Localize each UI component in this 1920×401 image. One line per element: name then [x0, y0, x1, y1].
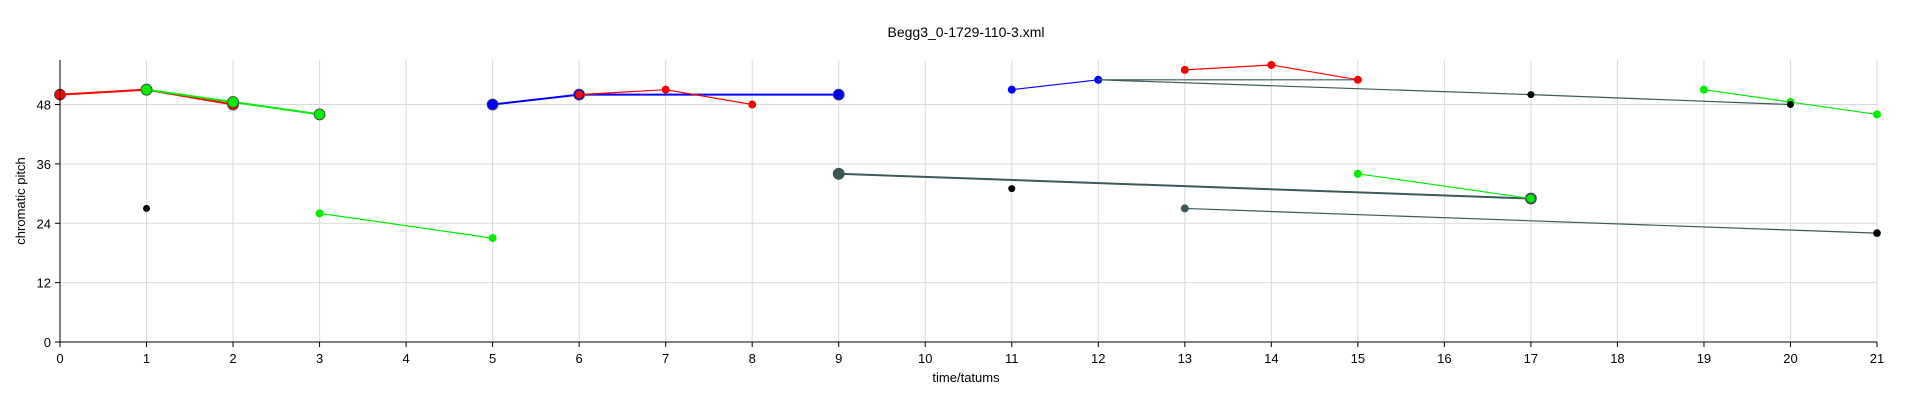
x-tick-label: 20: [1783, 351, 1797, 366]
chart-title: Begg3_0-1729-110-3.xml: [888, 24, 1045, 40]
y-axis-label: chromatic pitch: [13, 157, 28, 244]
data-point: [1180, 204, 1189, 213]
x-axis-label: time/tatums: [932, 370, 1000, 385]
data-point: [1873, 229, 1881, 237]
data-point: [313, 108, 326, 121]
data-point: [1008, 185, 1016, 193]
x-tick-label: 2: [229, 351, 236, 366]
data-point: [227, 96, 239, 108]
axes: [59, 60, 1877, 343]
series-line: [1184, 207, 1878, 234]
series-layer: [54, 60, 1881, 243]
x-tick-label: 18: [1610, 351, 1624, 366]
data-point: [1786, 101, 1794, 109]
data-point: [143, 204, 151, 212]
series-black: [143, 204, 151, 212]
series-black: [1527, 91, 1535, 99]
series-line: [1011, 79, 1099, 91]
data-point: [1180, 65, 1189, 74]
x-tick-label: 10: [918, 351, 932, 366]
y-tick-label: 12: [37, 276, 51, 291]
x-tick-label: 3: [316, 351, 323, 366]
x-tick-label: 14: [1264, 351, 1278, 366]
x-tick-label: 13: [1178, 351, 1192, 366]
series-green: [315, 209, 497, 243]
series-red: [575, 85, 757, 109]
series-line: [838, 172, 1531, 200]
series-black: [1873, 229, 1881, 237]
data-point: [1353, 75, 1362, 84]
series-line: [319, 212, 493, 239]
data-point: [1267, 60, 1276, 69]
data-point: [748, 100, 757, 109]
y-tick-label: 0: [44, 335, 51, 350]
data-point: [486, 98, 499, 111]
data-point: [1699, 85, 1708, 94]
data-point: [832, 88, 845, 101]
x-tick-label: 17: [1524, 351, 1538, 366]
grid: [59, 60, 1878, 343]
x-tick-label: 4: [402, 351, 409, 366]
data-point: [1526, 194, 1535, 203]
series-blue: [1007, 75, 1103, 94]
y-tick-label: 24: [37, 216, 51, 231]
series-green: [140, 83, 326, 121]
x-tick-label: 19: [1697, 351, 1711, 366]
series-black: [1008, 185, 1016, 193]
x-tick-label: 12: [1091, 351, 1105, 366]
y-tick-label: 36: [37, 157, 51, 172]
x-tick-label: 5: [489, 351, 496, 366]
data-point: [661, 85, 670, 94]
data-point: [1873, 110, 1881, 119]
series-green: [1353, 169, 1535, 203]
x-tick-label: 21: [1870, 351, 1884, 366]
x-tick-label: 1: [143, 351, 150, 366]
x-tick-label: 0: [56, 351, 63, 366]
x-tick-label: 6: [576, 351, 583, 366]
data-point: [575, 90, 584, 99]
data-point: [488, 234, 497, 243]
x-tick-label: 11: [1005, 351, 1019, 366]
series-red: [1180, 60, 1362, 84]
x-tick-label: 9: [835, 351, 842, 366]
data-point: [1527, 91, 1535, 99]
series-line: [1357, 173, 1531, 200]
data-point: [140, 83, 153, 96]
x-tick-label: 16: [1437, 351, 1451, 366]
series-black: [1786, 101, 1794, 109]
data-point: [832, 167, 845, 180]
tick-labels: 0 1 2 3 4 5 6 7 8 9 10 11 12 13 14 15 16 17 18 19 20 21012243…: [37, 98, 1885, 366]
x-tick-label: 15: [1351, 351, 1365, 366]
x-tick-label: 8: [749, 351, 756, 366]
data-point: [1353, 169, 1362, 178]
data-point: [1007, 85, 1016, 94]
data-point: [315, 209, 324, 218]
y-tick-label: 48: [37, 98, 51, 113]
x-tick-label: 7: [662, 351, 669, 366]
